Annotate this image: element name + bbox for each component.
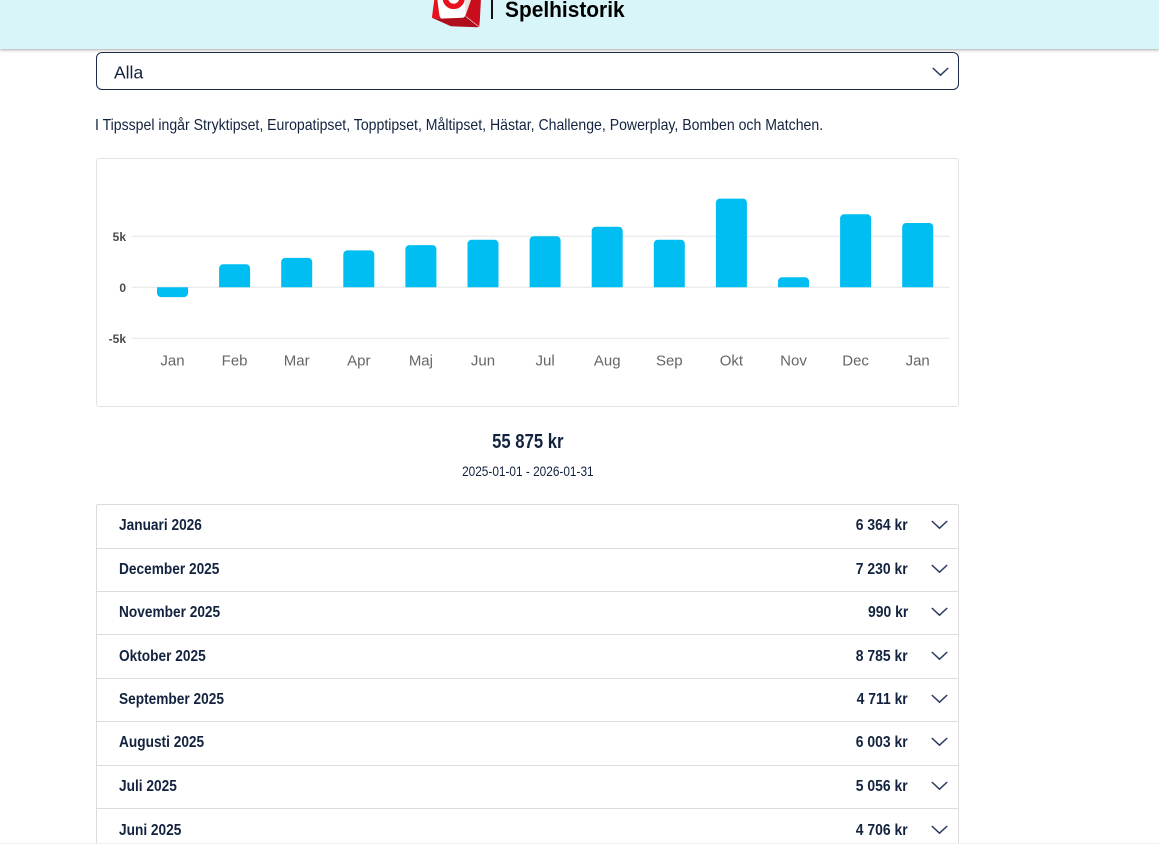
svg-text:Nov: Nov: [780, 352, 807, 369]
svg-text:Mar: Mar: [284, 352, 310, 369]
svg-text:Okt: Okt: [720, 352, 744, 369]
svg-text:Jul: Jul: [536, 352, 555, 369]
svg-text:Jun: Jun: [471, 352, 495, 369]
svg-text:-5k: -5k: [109, 332, 127, 346]
svg-text:Feb: Feb: [222, 352, 248, 369]
svg-text:Jan: Jan: [906, 352, 930, 369]
svg-text:Sep: Sep: [656, 352, 683, 369]
svg-text:Maj: Maj: [409, 352, 433, 369]
svg-text:5k: 5k: [113, 230, 127, 244]
svg-text:Aug: Aug: [594, 352, 621, 369]
svg-text:Jan: Jan: [160, 352, 184, 369]
svg-text:Apr: Apr: [347, 352, 370, 369]
svg-text:0: 0: [119, 281, 126, 295]
svg-text:Dec: Dec: [842, 352, 869, 369]
